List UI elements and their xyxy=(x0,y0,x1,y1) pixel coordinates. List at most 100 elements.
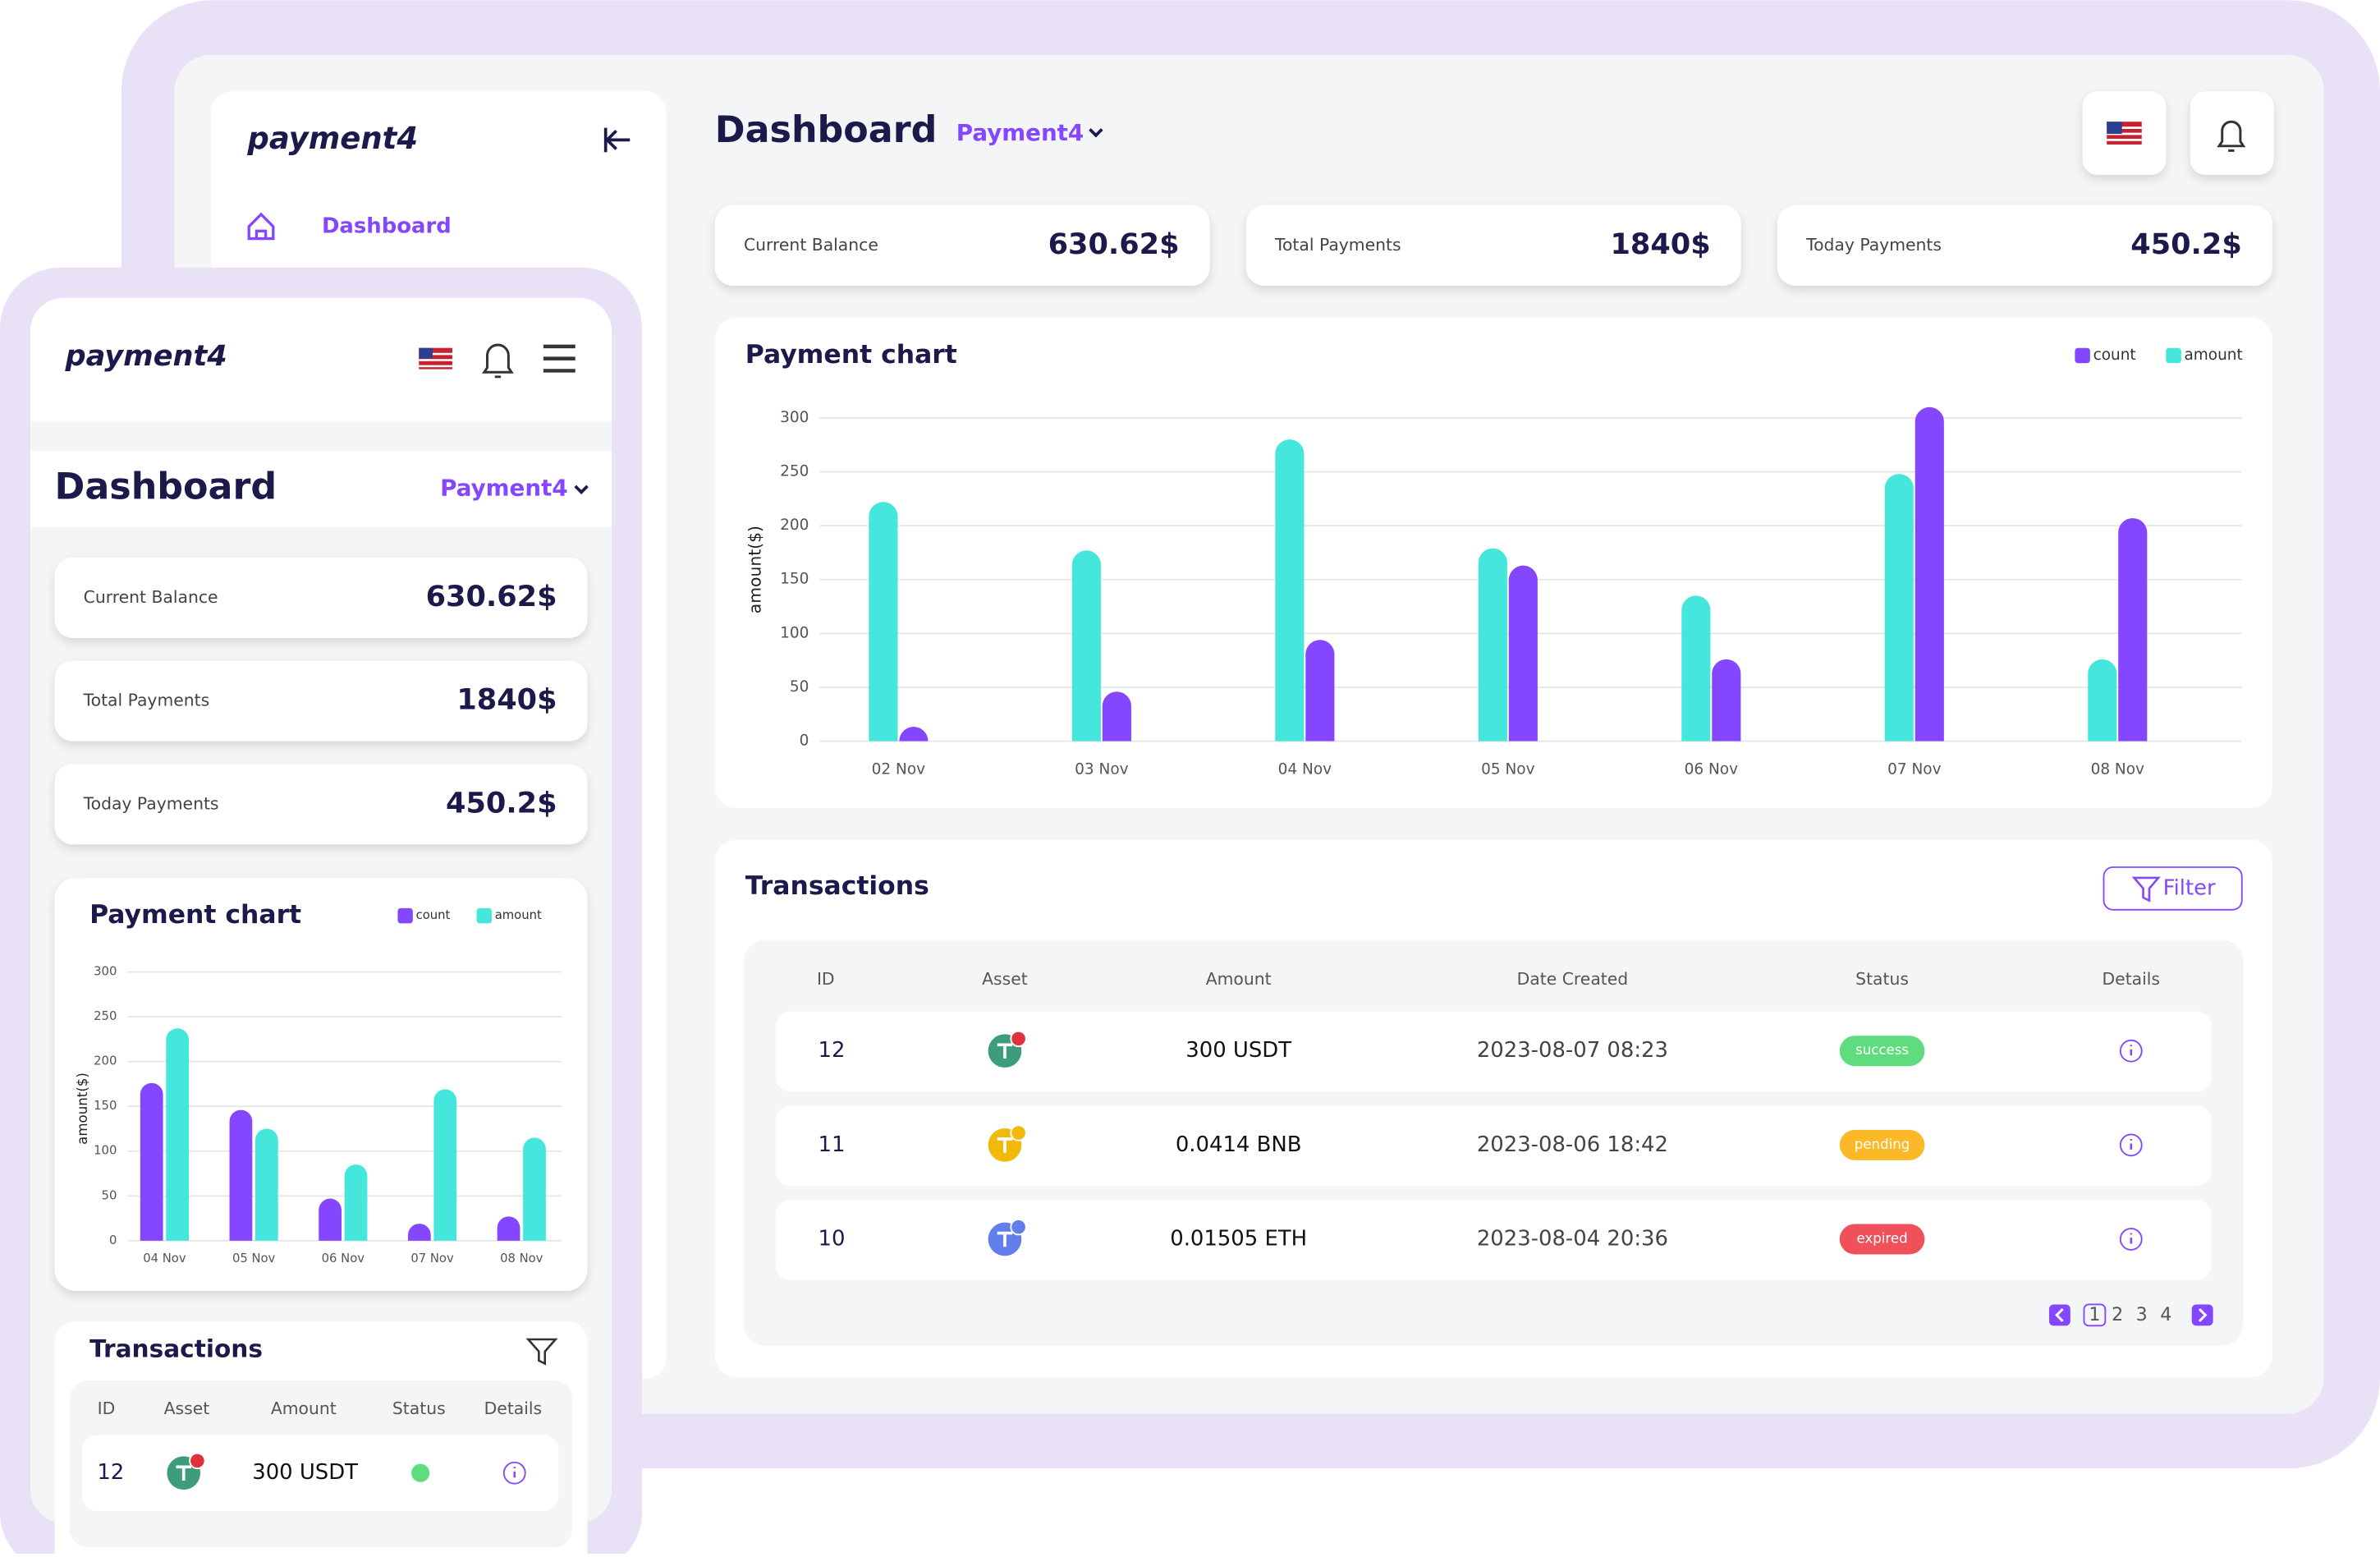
cell-date: 2023-08-07 08:23 xyxy=(1477,1038,1668,1063)
bell-icon[interactable] xyxy=(482,343,514,379)
bar xyxy=(229,1109,253,1241)
page-title: Dashboard xyxy=(715,109,938,151)
y-tick-label: 100 xyxy=(780,624,809,641)
details-button[interactable] xyxy=(2119,1133,2143,1157)
page-title: Dashboard xyxy=(55,466,277,508)
chevron xyxy=(1089,128,1103,138)
header xyxy=(30,297,612,421)
bar xyxy=(1071,550,1101,742)
bar xyxy=(899,727,929,742)
title-bar xyxy=(30,451,612,527)
bar xyxy=(1915,406,1944,742)
y-tick-label: 100 xyxy=(94,1144,117,1158)
bar xyxy=(433,1089,457,1241)
filter-icon xyxy=(2131,876,2161,903)
y-tick-label: 250 xyxy=(94,1009,117,1023)
filter-label: Filter xyxy=(2163,875,2216,900)
bar xyxy=(1884,474,1914,742)
y-tick-label: 0 xyxy=(800,733,809,750)
x-tick-label: 02 Nov xyxy=(872,761,925,778)
page-number[interactable]: 4 xyxy=(2160,1304,2171,1325)
asset-glyph xyxy=(176,1465,191,1481)
y-tick-label: 250 xyxy=(780,463,809,480)
account-selector[interactable]: Payment4 xyxy=(440,475,567,502)
bar xyxy=(166,1028,189,1241)
x-tick-label: 07 Nov xyxy=(1887,761,1941,778)
column-header: ID xyxy=(98,1399,116,1418)
details-button[interactable] xyxy=(2119,1228,2143,1251)
status-pill xyxy=(1839,1129,1925,1160)
prev-page[interactable] xyxy=(2048,1304,2070,1326)
asset-glyph xyxy=(997,1043,1013,1059)
asset-badge xyxy=(1010,1030,1027,1048)
bar xyxy=(497,1216,520,1241)
y-tick-label: 300 xyxy=(780,409,809,426)
x-tick-label: 06 Nov xyxy=(322,1252,365,1265)
bar xyxy=(344,1164,368,1241)
cell-amount: 0.0414 BNB xyxy=(1176,1132,1302,1157)
status-label: pending xyxy=(1855,1137,1910,1152)
stat-label: Current Balance xyxy=(84,587,218,607)
asset-badge xyxy=(1010,1124,1027,1141)
status-pill xyxy=(1839,1224,1925,1255)
chart-title: Payment chart xyxy=(89,900,301,930)
x-tick-label: 07 Nov xyxy=(410,1252,454,1265)
stat-card xyxy=(714,204,1210,286)
details-button[interactable] xyxy=(502,1461,526,1485)
details-button[interactable] xyxy=(2119,1039,2143,1063)
collapse-button[interactable] xyxy=(603,127,631,153)
bar xyxy=(407,1224,431,1241)
status-dot xyxy=(411,1463,430,1482)
stat-value: 1840$ xyxy=(1611,227,1711,261)
x-tick-label: 05 Nov xyxy=(1481,761,1534,778)
stat-card xyxy=(1245,204,1741,286)
asset-glyph xyxy=(997,1137,1013,1153)
cell-id: 11 xyxy=(819,1132,846,1157)
chart-title: Payment chart xyxy=(745,340,957,370)
status-pill xyxy=(1839,1036,1925,1067)
x-tick-label: 08 Nov xyxy=(2091,761,2144,778)
stat-value: 630.62$ xyxy=(1048,227,1180,261)
stat-card xyxy=(1777,204,2272,286)
legend-label: amount xyxy=(2184,347,2242,364)
stat-card xyxy=(54,660,588,742)
bar xyxy=(523,1137,546,1241)
notification-button[interactable] xyxy=(2190,91,2274,175)
legend-swatch xyxy=(2075,347,2090,364)
logo: payment4 xyxy=(65,339,227,373)
stat-label: Total Payments xyxy=(83,691,210,710)
x-tick-label: 06 Nov xyxy=(1685,761,1738,778)
y-axis-label: amount($) xyxy=(745,526,765,613)
cell-id: 10 xyxy=(819,1226,846,1251)
bar xyxy=(140,1082,163,1241)
mobile-view: payment4 Dashboard Payment4 Current Bala… xyxy=(0,267,643,1557)
chevron xyxy=(574,485,589,494)
stat-label: Today Payments xyxy=(83,793,219,813)
filter-button[interactable] xyxy=(525,1338,558,1366)
nav-item[interactable]: Dashboard xyxy=(322,214,452,238)
flag-canton xyxy=(419,347,433,359)
legend-label: count xyxy=(2093,347,2136,364)
y-tick-label: 150 xyxy=(780,571,809,588)
y-tick-label: 150 xyxy=(94,1099,117,1113)
page-number[interactable]: 1 xyxy=(2089,1304,2100,1325)
cell-id: 12 xyxy=(97,1460,124,1485)
cell-date: 2023-08-06 18:42 xyxy=(1477,1132,1668,1157)
y-tick-label: 200 xyxy=(780,517,809,534)
page-number[interactable]: 3 xyxy=(2136,1304,2148,1325)
bar xyxy=(2088,659,2117,742)
x-tick-label: 03 Nov xyxy=(1075,761,1128,778)
bell-icon xyxy=(2217,120,2246,152)
next-page[interactable] xyxy=(2191,1304,2213,1326)
menu-icon[interactable] xyxy=(543,344,576,373)
account-selector[interactable]: Payment4 xyxy=(956,119,1084,146)
legend-swatch xyxy=(397,907,413,924)
bar xyxy=(1275,439,1305,742)
column-header: Asset xyxy=(164,1399,210,1418)
table-row xyxy=(775,1199,2212,1280)
page-number[interactable]: 2 xyxy=(2112,1304,2123,1325)
y-tick-label: 300 xyxy=(94,965,117,979)
asset-glyph xyxy=(997,1231,1013,1247)
bar xyxy=(255,1128,278,1241)
